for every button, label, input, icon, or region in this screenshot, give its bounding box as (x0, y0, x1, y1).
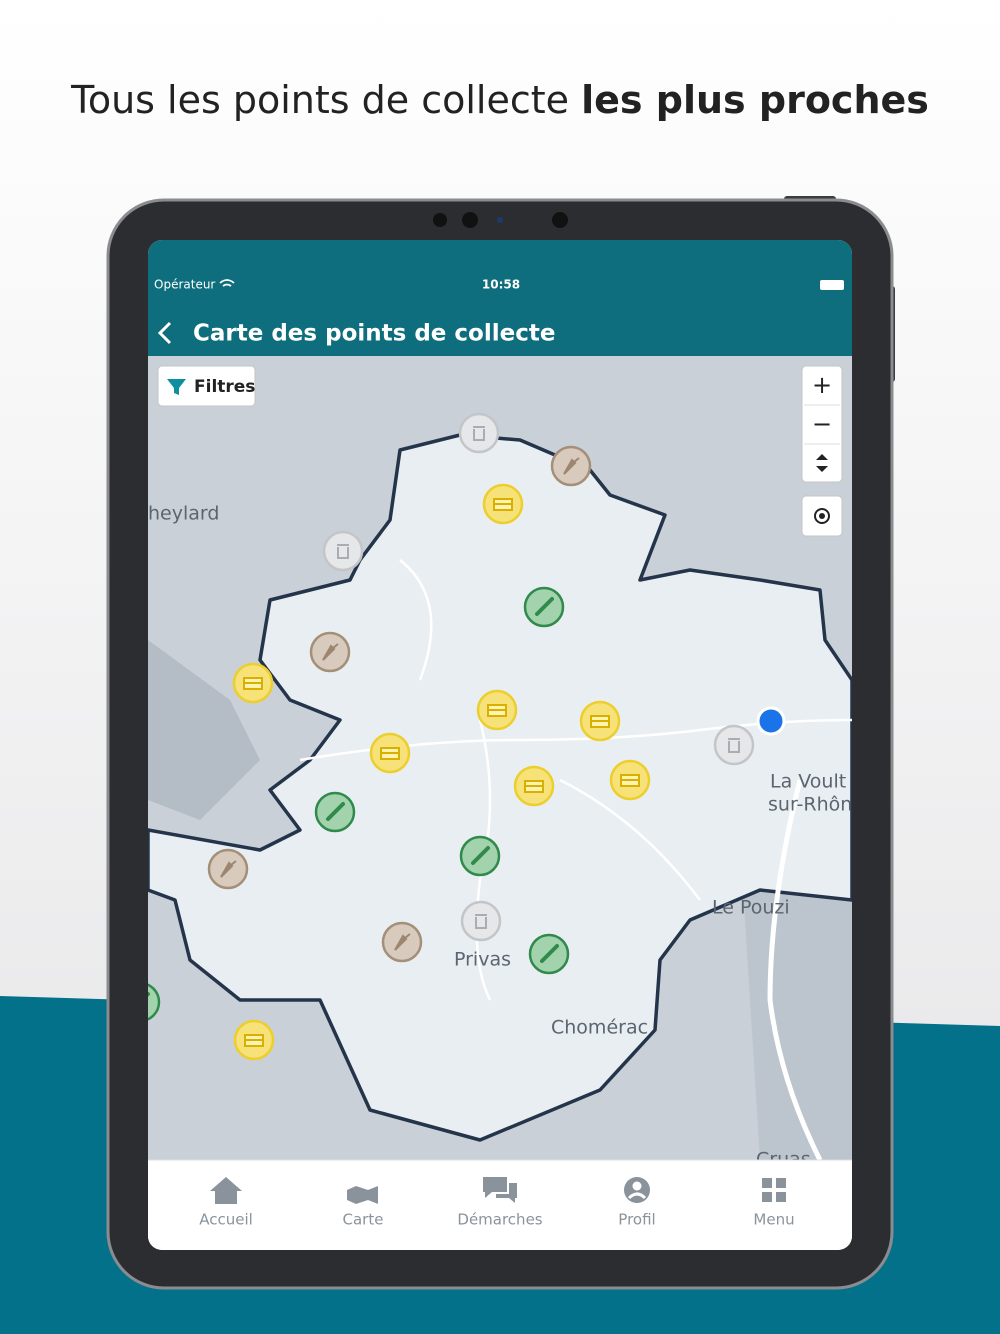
map-icon (347, 1186, 378, 1204)
wifi-icon (219, 279, 235, 287)
tab-label[interactable]: Démarches (457, 1211, 542, 1229)
map-shade (148, 640, 260, 820)
collection-point[interactable] (309, 631, 351, 673)
marker-icon (563, 457, 580, 475)
camera (462, 212, 478, 228)
collection-point[interactable] (513, 765, 555, 807)
collection-point[interactable] (476, 689, 518, 731)
carrier: Opérateur (154, 278, 215, 292)
nav-title: Carte des points de collecte (193, 321, 555, 347)
compass[interactable] (816, 454, 828, 472)
zoom-controls (801, 365, 843, 483)
collection-point[interactable] (550, 445, 592, 487)
tab-label[interactable]: Menu (753, 1211, 794, 1229)
markers (121, 412, 755, 1061)
user-location (756, 706, 786, 736)
marker-circle (460, 900, 502, 942)
map[interactable]: heylard La Voult sur-Rhôn Le Pouzi Priva… (121, 356, 852, 1171)
place-label: Cruas (756, 1149, 811, 1171)
marker-icon (471, 846, 490, 865)
collection-point[interactable] (523, 586, 565, 628)
collection-point[interactable] (609, 759, 651, 801)
place-label: Chomérac (551, 1017, 648, 1039)
collection-point[interactable] (458, 412, 500, 454)
headline-bold: les plus proches (581, 78, 929, 122)
collection-point[interactable] (207, 848, 249, 890)
marker-icon (380, 747, 400, 760)
place-label: sur-Rhôn (768, 794, 852, 816)
tab-label[interactable]: Profil (618, 1211, 655, 1229)
place-label: Le Pouzi (712, 897, 790, 919)
marker-circle (148, 983, 161, 1021)
zoom-out[interactable]: − (812, 410, 832, 438)
menu-icon (762, 1178, 786, 1202)
marker-icon (243, 677, 263, 690)
collection-point[interactable] (121, 983, 161, 1021)
tab-bar (148, 1160, 852, 1250)
clock: 10:58 (482, 278, 520, 292)
locate-icon (819, 513, 825, 519)
tab-label[interactable]: Accueil (199, 1211, 253, 1229)
collection-point[interactable] (322, 530, 364, 572)
headline: Tous les points de collecte les plus pro… (70, 78, 929, 122)
back-button[interactable] (157, 321, 172, 345)
locate-icon (814, 508, 830, 524)
marker-icon (394, 933, 411, 951)
river (767, 779, 823, 1160)
filter-button-bg (157, 365, 256, 407)
profile-icon (627, 1192, 647, 1200)
collection-point[interactable] (314, 791, 356, 833)
marker-icon (487, 704, 507, 717)
map-shade (740, 820, 852, 1160)
camera (497, 217, 503, 223)
camera (433, 213, 447, 227)
marker-icon (473, 426, 485, 441)
collection-point[interactable] (459, 835, 501, 877)
battery (820, 280, 844, 290)
collection-point[interactable] (460, 900, 502, 942)
place-label: La Voult (770, 771, 846, 793)
collection-point[interactable] (713, 724, 755, 766)
collection-point[interactable] (232, 662, 274, 704)
place-label: Privas (454, 949, 511, 971)
marker-icon (244, 1034, 264, 1047)
place-label: heylard (148, 503, 219, 525)
marker-icon (540, 944, 559, 963)
collection-point[interactable] (381, 921, 423, 963)
filter-button[interactable]: Filtres (157, 365, 256, 407)
region (148, 433, 852, 1142)
marker-icon (326, 802, 345, 821)
profile-icon (632, 1181, 642, 1191)
zoom-in[interactable]: + (812, 371, 832, 399)
collection-point[interactable] (369, 732, 411, 774)
marker-icon (590, 715, 610, 728)
camera (552, 212, 568, 228)
chat-icon (483, 1177, 517, 1203)
marker-circle (322, 530, 364, 572)
collection-point[interactable] (528, 933, 570, 975)
marker-icon (220, 860, 237, 878)
marker-icon (493, 498, 513, 511)
marker-icon (475, 914, 487, 929)
collection-point[interactable] (233, 1019, 275, 1061)
marker-circle (713, 724, 755, 766)
marker-icon (322, 643, 339, 661)
marker-icon (337, 544, 349, 559)
marker-circle (458, 412, 500, 454)
tab-label[interactable]: Carte (343, 1211, 384, 1229)
marker-icon (535, 597, 554, 616)
marker-icon (524, 780, 544, 793)
marker-icon (728, 738, 740, 753)
marker-icon (620, 774, 640, 787)
filter-label: Filtres (194, 377, 255, 397)
collection-point[interactable] (482, 483, 524, 525)
filter-icon (167, 379, 186, 395)
home-icon (210, 1177, 242, 1204)
headline-regular: Tous les points de collecte (70, 78, 581, 122)
collection-point[interactable] (579, 700, 621, 742)
header (148, 240, 852, 356)
